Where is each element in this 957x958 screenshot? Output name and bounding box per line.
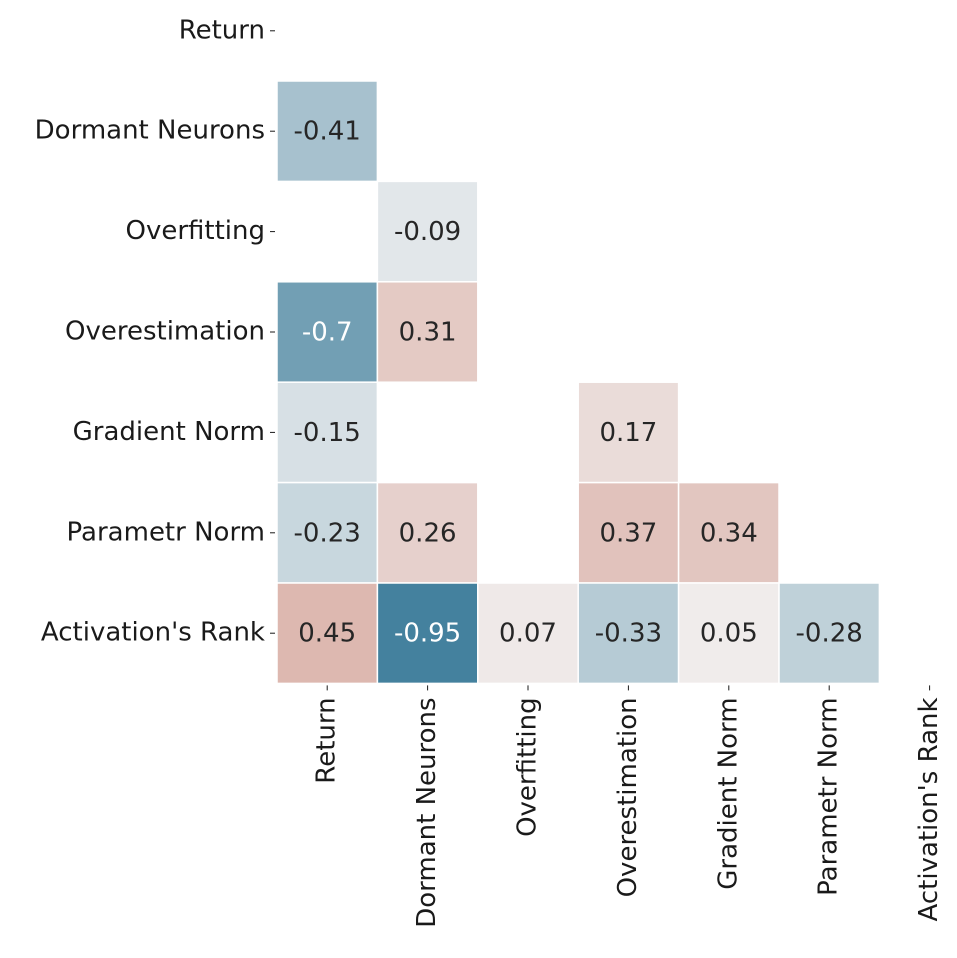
cell-value-label: 0.26 (399, 518, 457, 548)
heatmap-cell (577, 381, 680, 484)
heatmap-cell (477, 582, 579, 685)
cell-value-label: -0.33 (595, 619, 662, 649)
cell-value-label: -0.23 (294, 518, 361, 548)
cell-value-label: -0.95 (394, 619, 461, 649)
x-tick-label: Gradient Norm (713, 697, 743, 889)
heatmap-cell (376, 582, 479, 685)
cell-value-label: 0.17 (599, 418, 657, 448)
cell-value-label: -0.15 (294, 418, 361, 448)
cell-value-label: 0.31 (399, 318, 457, 348)
heatmap-cell (376, 281, 479, 383)
x-tick-label: Dormant Neurons (412, 697, 442, 927)
cell-value-label: 0.07 (499, 619, 557, 649)
y-tick-label: Return (179, 15, 265, 45)
heatmap-cell (677, 481, 780, 584)
heatmap-cell (276, 281, 379, 383)
cell-value-label: -0.09 (394, 217, 461, 247)
cell-value-label: -0.7 (302, 318, 353, 348)
heatmap-cell (376, 481, 479, 584)
y-tick-label: Activation's Rank (41, 618, 265, 648)
x-tick-label: Return (312, 697, 342, 783)
x-axis-labels: Return Dormant Neurons Overfitting Overesti… (312, 685, 944, 928)
y-axis-labels: Return Dormant Neurons Overfitting Overesti… (35, 15, 275, 648)
heatmap-cell (778, 582, 881, 685)
cell-value-label: -0.41 (294, 117, 361, 147)
y-tick-label: Parametr Norm (67, 517, 265, 547)
x-tick-label: Overfitting (513, 697, 543, 837)
cell-value-label: 0.45 (298, 619, 356, 649)
cell-value-label: 0.05 (700, 619, 758, 649)
heatmap-cell (276, 80, 379, 183)
y-tick-label: Overfitting (125, 216, 265, 246)
x-tick-label: Overestimation (613, 697, 643, 897)
cell-value-label: -0.28 (796, 619, 863, 649)
y-tick-label: Dormant Neurons (35, 116, 265, 146)
cell-value-label: 0.34 (700, 518, 758, 548)
x-tick-label: Parametr Norm (814, 697, 844, 895)
heatmap-cell (577, 582, 680, 685)
cell-value-label: 0.37 (599, 518, 657, 548)
y-tick-label: Overestimation (65, 317, 265, 347)
heatmap-cells: -0.41 -0.09 -0.7 0.31 -0.15 0.17 -0.23 0.26 0.37… (276, 80, 881, 685)
heatmap-cell (376, 180, 479, 283)
x-tick-label: Activation's Rank (914, 697, 944, 921)
y-tick-label: Gradient Norm (73, 417, 265, 447)
